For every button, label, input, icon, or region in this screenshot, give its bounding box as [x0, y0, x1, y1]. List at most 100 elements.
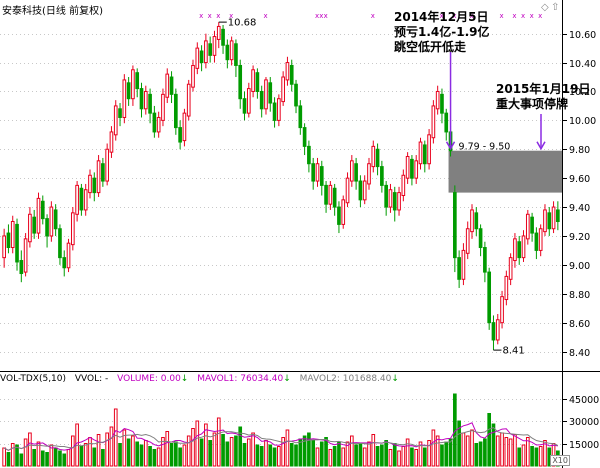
candle-body: [324, 184, 328, 205]
volume-bar: [401, 446, 406, 467]
event-marker[interactable]: x: [324, 12, 328, 20]
volume-bar: [246, 438, 251, 467]
candle-body: [53, 209, 58, 230]
candle-body: [500, 296, 504, 324]
candle-body: [135, 72, 140, 90]
candle-body: [551, 206, 556, 230]
volume-bar: [70, 435, 75, 467]
annotation-jan19-date: 2015年1月19日: [496, 82, 591, 96]
diamond-icon[interactable]: ◇: [541, 2, 549, 13]
candle-body: [470, 209, 474, 233]
volume-bars: [2, 393, 560, 467]
candle-body: [246, 88, 251, 114]
volume-bar: [414, 449, 419, 467]
candle-body: [362, 180, 367, 201]
volume-bar: [461, 432, 466, 467]
volume-bar: [88, 437, 92, 467]
candle-body: [556, 209, 560, 223]
event-marker[interactable]: x: [470, 12, 474, 20]
mavol1-line: [3, 422, 558, 451]
candle-body: [242, 98, 247, 114]
event-marker[interactable]: x: [530, 12, 534, 20]
volume-tick-label: 15000: [569, 440, 599, 451]
volume-bar: [79, 446, 84, 467]
up-arrow-icon[interactable]: ⇧: [551, 2, 560, 13]
event-marker[interactable]: x: [500, 12, 504, 20]
candle-body: [525, 213, 530, 240]
event-marker[interactable]: x: [229, 12, 233, 20]
event-marker[interactable]: x: [371, 12, 375, 20]
gap-zone: [448, 150, 562, 193]
candle-body: [422, 144, 427, 165]
event-marker[interactable]: x: [199, 12, 203, 20]
volume-bar: [234, 435, 238, 467]
candle-body: [10, 221, 15, 249]
volume-bar: [19, 453, 24, 467]
vvol-value: VVOL: -: [74, 374, 109, 384]
candle-body: [118, 108, 122, 118]
price-axis: 8.40 8.60 8.80 9.00 9.20 9.40 9.60 9.80 10.00 10.…: [562, 30, 596, 359]
volume-bar: [92, 447, 97, 467]
candle-body: [212, 36, 217, 56]
volume-tick-label: 45000: [569, 395, 599, 406]
price-tick-label: 10.00: [569, 116, 596, 127]
high-label: 10.68: [228, 18, 257, 29]
price-tick-label: 9.80: [569, 145, 590, 156]
volume-bar: [388, 449, 393, 467]
volume-bar: [397, 450, 401, 467]
candle-body: [440, 93, 444, 114]
price-chart[interactable]: 8.40 8.60 8.80 9.00 9.20 9.40 9.60 9.80 10.00 10.…: [0, 0, 600, 372]
volume-axis: 15000 30000 45000: [562, 395, 599, 451]
candle-body: [58, 228, 62, 259]
candle-body: [122, 79, 127, 118]
event-marker[interactable]: x: [263, 12, 267, 20]
candle-body: [337, 206, 341, 225]
vol-indicator-name[interactable]: VOL-TDX(5,10): [0, 374, 67, 384]
event-marker[interactable]: x: [439, 12, 443, 20]
volume-bar: [538, 446, 543, 467]
event-marker[interactable]: x: [208, 12, 212, 20]
event-marker[interactable]: x: [521, 12, 525, 20]
volume-bar: [255, 444, 260, 467]
candle-body: [328, 184, 333, 205]
volume-bar: [238, 426, 243, 467]
volume-bar: [354, 444, 358, 467]
event-marker[interactable]: x: [315, 12, 319, 20]
volume-bar: [45, 452, 49, 467]
candle-body: [397, 192, 401, 211]
volume-bar: [10, 443, 15, 467]
annotation-dec5-loss: 预亏1.4亿-1.9亿: [394, 25, 490, 39]
volume-chart[interactable]: 15000 30000 45000: [0, 372, 600, 468]
volume-bar: [431, 429, 436, 467]
candle-body: [169, 76, 174, 95]
event-marker[interactable]: x: [452, 12, 456, 20]
volume-bar: [349, 435, 354, 467]
price-tick-label: 10.40: [569, 59, 596, 70]
candle-body: [36, 197, 41, 234]
candle-body: [285, 62, 290, 81]
zoom-x10-button[interactable]: X10: [550, 455, 570, 466]
candle-body: [538, 228, 543, 251]
volume-bar: [427, 440, 431, 467]
candle-body: [101, 163, 105, 182]
volume-bar: [216, 417, 221, 467]
candle-body: [384, 184, 388, 208]
volume-bar: [40, 450, 45, 467]
event-marker[interactable]: x: [319, 12, 323, 20]
candle-body: [6, 232, 11, 249]
down-arrow-icon: ↓: [283, 374, 291, 384]
candle-body: [474, 212, 479, 230]
event-marker[interactable]: x: [216, 12, 220, 20]
event-marker[interactable]: x: [512, 12, 516, 20]
annotation-arrows: [445, 52, 546, 151]
candle-body: [388, 189, 393, 208]
candle-body: [495, 319, 500, 341]
volume-bar: [358, 443, 363, 467]
volume-bar: [534, 447, 539, 467]
volume-bar: [83, 443, 88, 467]
volume-bar: [259, 446, 264, 467]
volume-bar: [495, 435, 500, 467]
event-marker[interactable]: x: [538, 12, 542, 20]
volume-bar: [15, 444, 19, 467]
volume-bar: [62, 453, 67, 467]
